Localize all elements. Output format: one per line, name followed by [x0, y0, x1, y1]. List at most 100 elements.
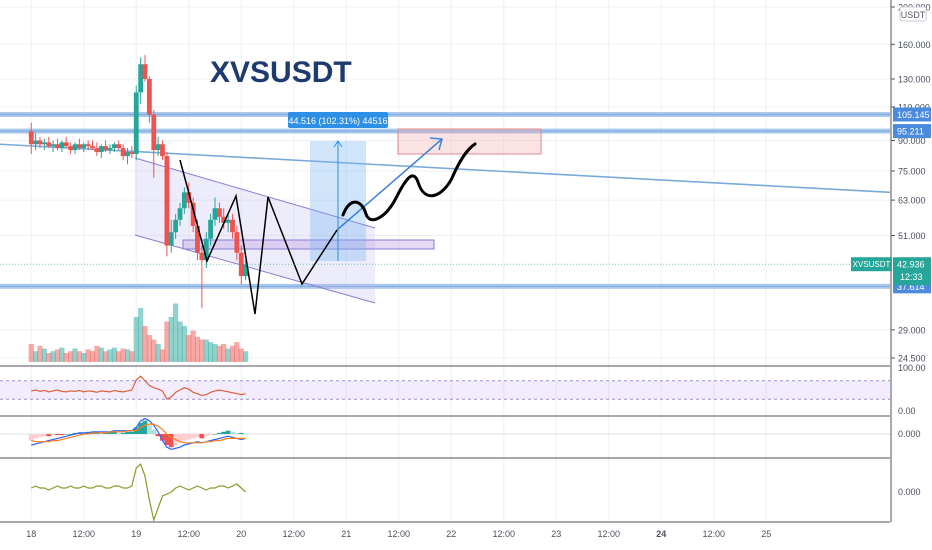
volume-bar	[107, 349, 113, 362]
candle-body	[177, 208, 183, 220]
candle-body	[28, 131, 34, 145]
volume-bar	[85, 349, 91, 362]
current-price-label: 42.936	[897, 260, 925, 270]
volume-bar	[207, 342, 214, 362]
volume-bar	[41, 348, 47, 362]
rsi-band	[0, 380, 890, 400]
volume-bar	[181, 326, 187, 362]
price-tick-label: 90.000	[898, 136, 926, 146]
pattern-zigzag	[179, 159, 338, 315]
volume-bars	[28, 303, 249, 362]
time-tick-label: 23	[551, 529, 561, 539]
volume-bar	[243, 351, 249, 362]
volume-bar	[203, 339, 209, 362]
macd-histogram-bar	[116, 432, 122, 434]
volume-bar	[81, 353, 87, 362]
volume-bar	[151, 339, 157, 362]
candle-body	[103, 146, 108, 151]
macd-histogram-bar	[199, 434, 205, 439]
time-tick-label: 12:00	[282, 529, 305, 539]
candle-body	[94, 148, 100, 153]
macd-histogram-bar	[138, 423, 144, 434]
macd-histogram-bar	[68, 434, 74, 435]
macd-histogram-bar	[164, 434, 170, 445]
time-tick-label: 12:00	[702, 529, 725, 539]
candle-series[interactable]	[28, 55, 249, 309]
neckline-zone	[182, 239, 435, 250]
candle-body	[160, 144, 165, 157]
candle-body	[203, 238, 209, 261]
candle-body	[238, 252, 244, 277]
volume-bar	[129, 351, 135, 362]
volume-bar	[173, 303, 179, 362]
volume-bar	[116, 351, 122, 362]
volume-bar	[238, 348, 244, 362]
volume-bar	[102, 351, 109, 362]
currency-button-frame[interactable]	[899, 6, 927, 22]
volume-bar	[59, 347, 65, 362]
candle-body	[120, 148, 126, 157]
volume-bar	[190, 330, 196, 362]
time-tick-label: 22	[446, 529, 456, 539]
time-tick-label: 21	[341, 529, 351, 539]
candle-body	[173, 219, 179, 233]
volume-bar	[194, 336, 201, 362]
level-price-label: 37.614	[897, 282, 925, 292]
volume-bar	[168, 317, 174, 362]
volume-bar	[68, 351, 74, 362]
macd-histogram-bar	[33, 434, 39, 439]
macd-histogram-bar	[238, 432, 244, 434]
volume-bar	[142, 326, 148, 362]
level-price-tag	[893, 124, 931, 139]
time-tick-label: 24	[656, 529, 666, 539]
candle-body	[68, 146, 74, 151]
macd-histogram-bar	[243, 434, 249, 435]
volume-bar	[94, 345, 100, 362]
macd-histogram-bar	[190, 434, 196, 439]
macd-histogram-bar	[129, 431, 135, 434]
macd-histogram-bar	[221, 431, 227, 434]
candle-body	[81, 144, 87, 149]
volume-bar	[146, 335, 152, 362]
symbol-tag-label: XVSUSDT	[853, 260, 891, 269]
price-tick-label: 51.000	[898, 231, 926, 241]
macd-zero-label: 0.000	[898, 429, 921, 439]
volume-bar	[124, 349, 131, 362]
volume-bar	[177, 321, 183, 362]
measure-label-text: 44.516 (102.31%) 44516	[288, 116, 387, 126]
volume-bar	[50, 351, 56, 362]
time-tick-label: 12:00	[72, 529, 95, 539]
macd-histogram-bar	[234, 432, 240, 434]
rsi-bottom-label: 0.00	[898, 406, 916, 416]
candle-body	[116, 144, 122, 149]
time-tick-label: 12:00	[597, 529, 620, 539]
rsi-line	[31, 375, 246, 401]
candle-body	[234, 232, 240, 253]
price-tick-label: 160.000	[898, 40, 931, 50]
volume-bar	[37, 345, 43, 362]
candle-body	[50, 144, 56, 147]
time-axis-background	[0, 523, 932, 550]
drawings-front-layer	[179, 137, 477, 315]
currency-button[interactable]: USDT	[899, 6, 927, 22]
candle-body	[155, 144, 161, 151]
volume-bar	[186, 335, 192, 362]
price-tick-label: 75.000	[898, 166, 926, 176]
countdown-label: 12:33	[900, 272, 923, 282]
volume-bar	[234, 342, 240, 362]
symbol-title: XVSUSDT	[210, 56, 352, 89]
candle-body	[199, 252, 205, 261]
candle-body	[195, 225, 200, 253]
macd-histogram-bar	[125, 431, 130, 434]
volume-bar	[229, 345, 236, 362]
macd-histogram-bar	[212, 434, 218, 435]
volume-bar	[89, 351, 96, 362]
oscillator-line	[31, 462, 247, 523]
level-price-label: 95.211	[897, 127, 924, 137]
time-tick-label: 19	[131, 529, 141, 539]
volume-bar	[28, 344, 34, 362]
candle-body	[63, 142, 69, 147]
